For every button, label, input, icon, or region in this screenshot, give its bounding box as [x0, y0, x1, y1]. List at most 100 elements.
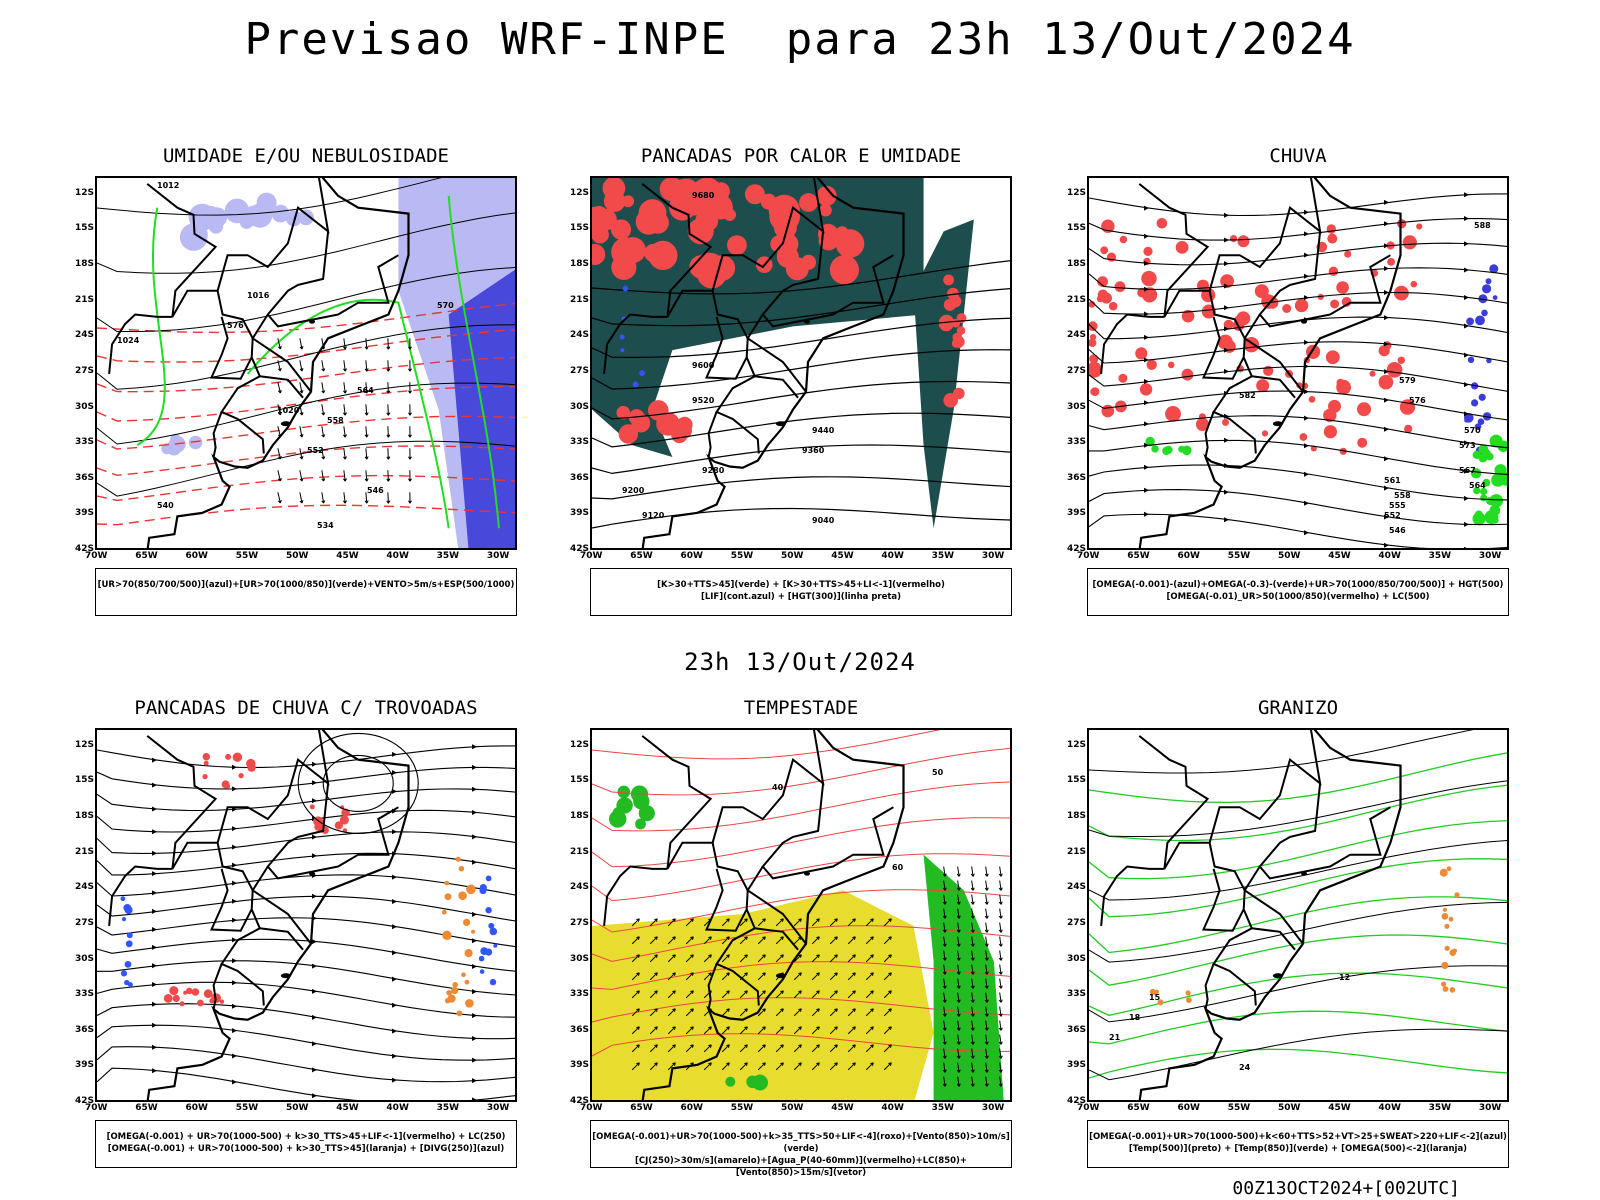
lat-label: 39S [1067, 508, 1087, 519]
lat-label: 36S [1067, 472, 1087, 483]
lat-label: 33S [570, 989, 590, 1000]
lon-label: 60W [680, 1103, 703, 1113]
contour-label: 9680 [692, 191, 715, 200]
lon-label: 45W [336, 551, 359, 561]
lon-label: 50W [1277, 551, 1301, 561]
lat-label: 24S [75, 882, 95, 893]
lon-label: 70W [1077, 1103, 1100, 1113]
lon-label: 50W [285, 551, 309, 561]
lon-label: 70W [85, 551, 108, 561]
lon-label: 35W [931, 1103, 955, 1113]
lat-label: 27S [75, 917, 95, 928]
lat-label: 24S [1067, 330, 1087, 341]
legend-trovoadas: [OMEGA(-0.001) + UR>70(1000-500) + k>30_… [95, 1120, 517, 1168]
map-granizo: 21 18 15 12 24 [1087, 728, 1509, 1102]
lon-label: 50W [285, 1103, 309, 1113]
lon-label: 40W [881, 551, 904, 561]
lon-label: 55W [235, 1103, 259, 1113]
legend-line: [OMEGA(-0.001) + UR>70(1000-500) + k>30_… [107, 1144, 505, 1154]
lat-label: 12S [1067, 187, 1087, 198]
lat-label: 12S [75, 739, 95, 750]
contour-label: 570 [1464, 426, 1481, 435]
lat-label: 33S [1067, 989, 1087, 1000]
lat-label: 36S [75, 1024, 95, 1035]
lat-label: 39S [570, 508, 590, 519]
contour-label: 582 [1239, 391, 1256, 400]
lon-label: 40W [386, 551, 409, 561]
contour-label: 18 [1129, 1013, 1141, 1022]
lat-label: 12S [570, 187, 590, 198]
lat-label: 30S [1067, 953, 1087, 964]
lat-label: 33S [75, 437, 95, 448]
legend-line: [CJ(250)>30m/s](amarelo)+[Agua_P(40-60mm… [634, 1156, 968, 1178]
map-umidade: 1012 1016 1020 1024 576 570 564 558 552 546 540 534 [95, 176, 517, 550]
lat-label: 18S [570, 259, 590, 270]
map-chuva: 588 582 579 576 573 570 567 564 561 558 555 552 546 [1087, 176, 1509, 550]
lon-label: 60W [680, 551, 703, 561]
map-trovoadas [95, 728, 517, 1102]
legend-line: [OMEGA(-0.001)+UR>70(1000-500)+k>35_TTS>… [592, 1132, 1010, 1154]
lat-label: 42S [75, 544, 95, 554]
legend-line: [OMEGA(-0.01)_UR>50(1000/850)(vermelho) … [1166, 592, 1430, 602]
panel-title-pancadas_calor: PANCADAS POR CALOR E UMIDADE [640, 145, 962, 167]
lat-label: 42S [1067, 1096, 1087, 1106]
map-layer-granizo: 21 18 15 12 24 [1089, 730, 1507, 1100]
contour-label: 9600 [692, 361, 715, 370]
run-footer: 00Z13OCT2024+[002UTC] [1232, 1178, 1460, 1199]
legend-line: [OMEGA(-0.001) + UR>70(1000-500) + k>30_… [106, 1132, 506, 1142]
lat-label: 15S [75, 223, 95, 234]
lon-label: 40W [1378, 1103, 1401, 1113]
contour-label: 24 [1239, 1063, 1251, 1072]
lon-label: 70W [580, 1103, 603, 1113]
legend-pancadas_calor: [K>30+TTS>45](verde) + [K>30+TTS>45+LI<-… [590, 568, 1012, 616]
legend-line: [OMEGA(-0.001)-(azul)+OMEGA(-0.3)-(verde… [1092, 580, 1504, 590]
lat-label: 30S [1067, 401, 1087, 412]
lon-label: 50W [1277, 1103, 1301, 1113]
contour-label: 50 [932, 768, 944, 777]
lat-label: 15S [1067, 223, 1087, 234]
subtitle-time: 23h 13/Out/2024 [684, 648, 916, 676]
contour-label: 534 [317, 521, 334, 530]
lon-label: 70W [85, 1103, 108, 1113]
lon-label: 70W [1077, 551, 1100, 561]
lon-label: 65W [630, 551, 653, 561]
lat-label: 39S [1067, 1060, 1087, 1071]
contour-label: 12 [1339, 973, 1350, 982]
legend-line: [OMEGA(-0.001)+UR>70(1000-500)+k<60+TTS>… [1089, 1132, 1507, 1142]
lon-label: 50W [780, 551, 804, 561]
map-layer-tempestade: 40 50 60 [592, 730, 1010, 1100]
contour-label: 546 [367, 486, 384, 495]
lon-label: 45W [831, 1103, 854, 1113]
lat-label: 30S [75, 953, 95, 964]
contour-label: 564 [1469, 481, 1486, 490]
lat-label: 27S [570, 365, 590, 376]
contour-label: 9520 [692, 396, 715, 405]
lat-label: 18S [1067, 811, 1087, 822]
lon-label: 55W [730, 551, 754, 561]
legend-line: [LIF](cont.azul) + [HGT(300)](linha pret… [700, 592, 902, 602]
lat-label: 42S [570, 544, 590, 554]
lat-label: 42S [570, 1096, 590, 1106]
lon-label: 55W [1227, 551, 1251, 561]
map-pancadas_calor: 9680 9600 9520 9440 9360 9280 9200 9120 9040 [590, 176, 1012, 550]
contour-label: 564 [357, 386, 374, 395]
lat-label: 18S [75, 259, 95, 270]
lat-label: 24S [570, 330, 590, 341]
lon-label: 55W [1227, 1103, 1251, 1113]
lat-label: 12S [75, 187, 95, 198]
contour-label: 9040 [812, 516, 835, 525]
contour-label: 576 [227, 321, 244, 330]
panel-title-chuva: CHUVA [1269, 145, 1327, 167]
lon-label: 70W [580, 551, 603, 561]
contour-label: 576 [1409, 396, 1426, 405]
contour-label: 573 [1459, 441, 1476, 450]
contour-label: 570 [437, 301, 454, 310]
lat-label: 21S [75, 846, 95, 857]
lon-label: 45W [1328, 1103, 1351, 1113]
panel-title-granizo: GRANIZO [1257, 697, 1339, 719]
contour-label: 21 [1109, 1033, 1121, 1042]
legend-line: [Temp(500)](preto) + [Temp(850)](verde) … [1128, 1144, 1468, 1154]
lon-label: 30W [1478, 551, 1502, 561]
lat-label: 18S [1067, 259, 1087, 270]
